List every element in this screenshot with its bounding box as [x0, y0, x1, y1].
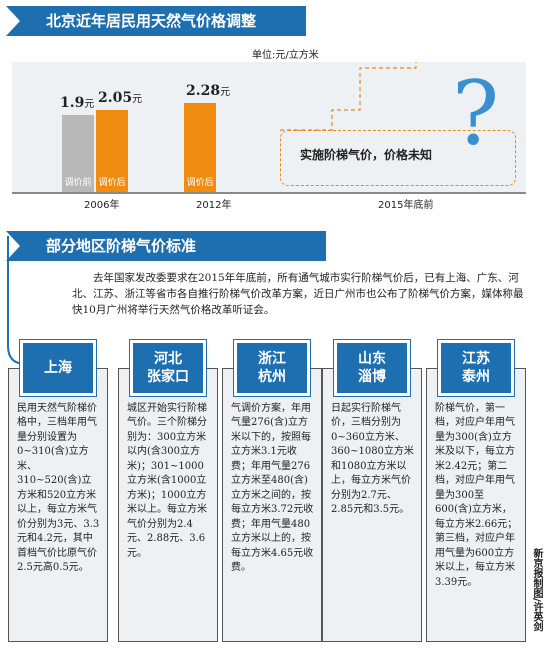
city-name: 山东 — [358, 351, 386, 367]
unit-label: 单位:元/立方米 — [252, 50, 319, 61]
city-name: 杭州 — [258, 369, 286, 385]
city-card: 今年4月，主城区开始实行阶梯气价。三个阶梯分别为：300立方米以内(含300立方… — [118, 368, 218, 642]
city-name: 浙江 — [258, 351, 286, 367]
x-axis — [12, 192, 526, 194]
bar-value: 1.9元 — [60, 95, 95, 111]
year-label-2012: 2012年 — [196, 200, 232, 211]
bar-label: 调价后 — [186, 178, 214, 188]
city-card: 去年8月公布民用天然气阶梯价格中，三档年用气量分别设置为0~310(含)立方米、… — [8, 368, 108, 642]
tier-annotation-box — [280, 130, 516, 186]
bar-3: 调价后 — [184, 103, 216, 192]
city-badge: 江苏 泰州 — [437, 339, 515, 397]
bar-1: 调价前 — [62, 115, 94, 192]
city-badge: 浙江 杭州 — [233, 339, 311, 397]
bar-value: 2.28元 — [186, 83, 231, 99]
bar-label: 调价后 — [98, 178, 126, 188]
bar-2: 调价后 — [96, 110, 128, 192]
city-badge: 上海 — [19, 339, 97, 397]
year-label-2015: 2015年底前 — [378, 200, 434, 211]
city-card: 今年9月实行阶梯气价，第一档，对应户年用气量为300(含)立方米及以下，每立方米… — [426, 368, 526, 642]
section-title: 部分地区阶梯气价标准 — [46, 237, 197, 255]
city-badge: 河北 张家口 — [129, 339, 207, 397]
city-card: 8月公布天然气调价方案，年用气量276(含)立方米以下的，按照每立方米3.1元收… — [222, 368, 322, 642]
tier-annotation: 实施阶梯气价，价格未知 — [300, 148, 433, 162]
intro-paragraph: 去年国家发改委要求在2015年年底前，所有通气城市实行阶梯气价后，已有上海、广东… — [72, 272, 524, 316]
banner-notch — [6, 6, 20, 36]
year-label-2006: 2006年 — [84, 200, 120, 211]
city-name: 淄博 — [358, 369, 386, 385]
section-banner: 部分地区阶梯气价标准 — [6, 231, 326, 261]
city-name: 河北 — [154, 351, 182, 367]
city-name: 张家口 — [147, 369, 189, 385]
chart-title-banner: 北京近年居民用天然气价格调整 — [6, 6, 306, 36]
bar-label: 调价前 — [64, 178, 92, 188]
city-name: 泰州 — [462, 369, 490, 385]
banner-notch — [6, 231, 20, 261]
city-name: 江苏 — [462, 351, 490, 367]
city-card: 去年11月27日起实行阶梯气价，三档分别为0~360立方米、360~1080立方… — [322, 368, 422, 642]
bar-value: 2.05元 — [98, 90, 143, 106]
city-name: 上海 — [44, 360, 72, 376]
chart-title: 北京近年居民用天然气价格调整 — [46, 12, 257, 30]
city-badge: 山东 淄博 — [333, 339, 411, 397]
question-mark-icon: ? — [452, 62, 500, 165]
credit: 新京报制图/许英剑 — [531, 548, 542, 632]
